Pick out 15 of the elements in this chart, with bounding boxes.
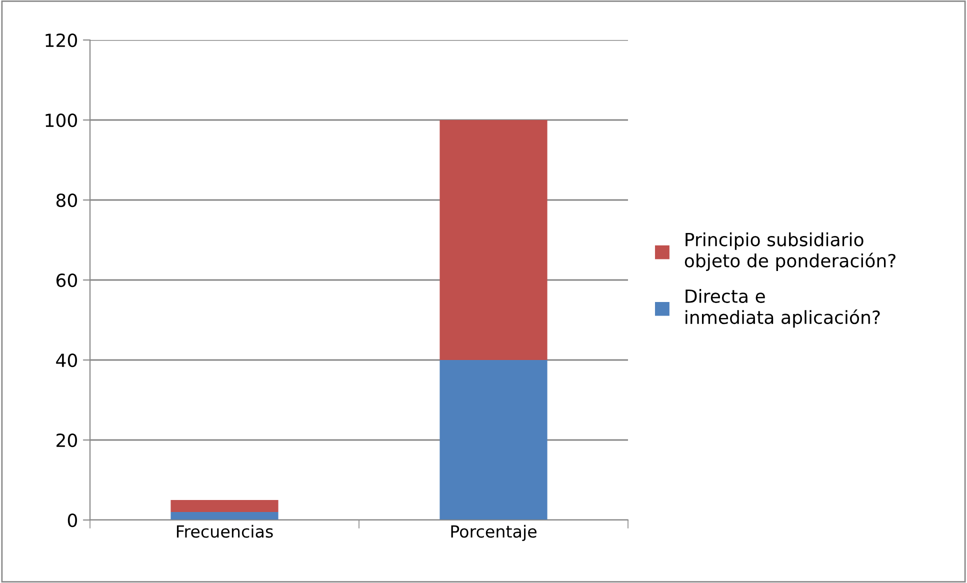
y-tick-label: 80 [56, 193, 77, 208]
bar [440, 120, 548, 360]
bar [170, 512, 278, 520]
x-tick-label: Frecuencias [176, 524, 273, 538]
legend-label: Principio subsidiario objeto de ponderación? [684, 232, 896, 271]
y-tick-label: 100 [46, 113, 77, 128]
bar [170, 500, 278, 512]
y-tick-label: 120 [46, 33, 77, 48]
y-tick-label: 60 [56, 273, 77, 288]
x-tick-label: Porcentaje [451, 524, 536, 541]
legend-label: Directa e inmediata aplicación? [686, 289, 880, 328]
y-tick-label: 40 [56, 353, 77, 368]
y-tick-label: 0 [68, 513, 77, 528]
y-tick-label: 20 [56, 433, 77, 448]
bar [440, 360, 548, 520]
